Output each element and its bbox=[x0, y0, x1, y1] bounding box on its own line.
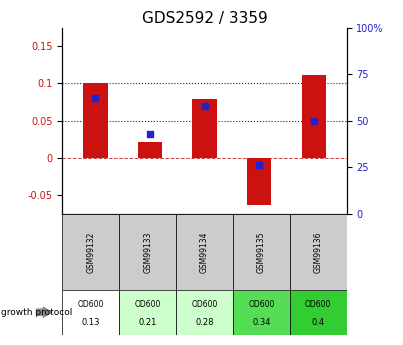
Text: OD600: OD600 bbox=[78, 300, 104, 309]
Text: GSM99132: GSM99132 bbox=[86, 231, 96, 273]
Bar bbox=[176, 290, 233, 335]
Bar bbox=[62, 214, 119, 290]
Bar bbox=[290, 290, 347, 335]
Point bbox=[202, 103, 208, 109]
Text: OD600: OD600 bbox=[248, 300, 274, 309]
Text: 0.4: 0.4 bbox=[312, 318, 325, 327]
Bar bbox=[301, 75, 326, 158]
Text: 0.28: 0.28 bbox=[195, 318, 214, 327]
Text: OD600: OD600 bbox=[305, 300, 331, 309]
Text: GSM99134: GSM99134 bbox=[200, 231, 209, 273]
Bar bbox=[176, 214, 233, 290]
Point bbox=[147, 131, 153, 137]
Bar bbox=[192, 99, 217, 158]
Point bbox=[311, 118, 317, 124]
Text: OD600: OD600 bbox=[135, 300, 161, 309]
Bar bbox=[119, 214, 176, 290]
Text: GSM99133: GSM99133 bbox=[143, 231, 152, 273]
Bar bbox=[83, 83, 108, 158]
Text: 0.21: 0.21 bbox=[139, 318, 157, 327]
Bar bbox=[233, 214, 290, 290]
Title: GDS2592 / 3359: GDS2592 / 3359 bbox=[141, 11, 268, 27]
Point bbox=[92, 96, 98, 101]
Text: 0.13: 0.13 bbox=[82, 318, 100, 327]
Text: GSM99135: GSM99135 bbox=[257, 231, 266, 273]
Text: growth protocol: growth protocol bbox=[1, 308, 72, 317]
Text: GSM99136: GSM99136 bbox=[314, 231, 323, 273]
Bar bbox=[137, 141, 162, 158]
Bar bbox=[290, 214, 347, 290]
Bar bbox=[119, 290, 176, 335]
Text: 0.34: 0.34 bbox=[252, 318, 270, 327]
Point bbox=[256, 163, 262, 168]
Text: OD600: OD600 bbox=[191, 300, 218, 309]
Bar bbox=[247, 158, 272, 205]
FancyArrow shape bbox=[37, 307, 52, 317]
Bar bbox=[233, 290, 290, 335]
Bar bbox=[62, 290, 119, 335]
